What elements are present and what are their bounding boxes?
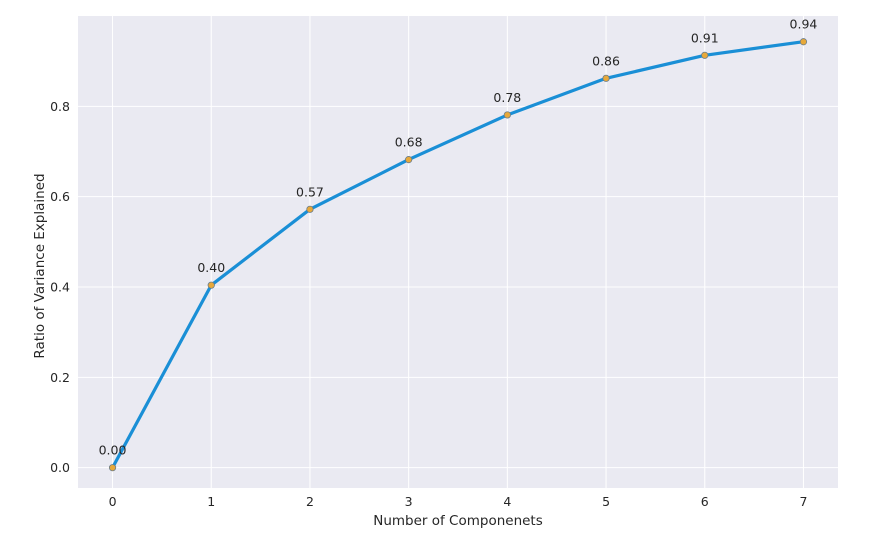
data-label: 0.91 — [691, 30, 719, 45]
data-point — [108, 464, 117, 472]
data-label: 0.78 — [493, 90, 521, 105]
series-line — [110, 40, 806, 470]
x-tick-label: 3 — [405, 494, 413, 509]
y-axis-label: Ratio of Variance Explained — [32, 173, 48, 358]
series — [108, 38, 808, 472]
x-tick-label: 7 — [799, 494, 807, 509]
y-axis-ticks: 0.0 0.2 0.4 0.6 0.8 — [50, 99, 70, 475]
data-point — [799, 38, 808, 46]
x-tick-label: 6 — [701, 494, 709, 509]
x-axis-ticks: 0 1 2 3 4 5 6 7 — [109, 494, 808, 509]
data-point — [602, 74, 610, 82]
grid — [78, 16, 838, 488]
data-label: 0.68 — [395, 135, 423, 150]
y-tick-label: 0.4 — [50, 280, 70, 295]
x-tick-label: 4 — [503, 494, 511, 509]
x-axis-label: Number of Componenets — [373, 513, 543, 529]
data-point — [207, 281, 215, 289]
data-label: 0.86 — [592, 53, 620, 68]
plot-area — [78, 16, 838, 488]
data-point — [701, 51, 709, 59]
data-point — [503, 111, 511, 119]
data-label: 0.57 — [296, 184, 324, 199]
y-tick-label: 0.8 — [50, 99, 70, 114]
x-tick-label: 1 — [207, 494, 215, 509]
data-point — [405, 156, 413, 164]
x-tick-label: 0 — [109, 494, 117, 509]
x-tick-label: 5 — [602, 494, 610, 509]
data-point — [306, 205, 314, 213]
data-labels: 0.00 0.40 0.57 0.68 0.78 0.86 0.91 0.94 — [99, 17, 818, 458]
watermark: https://blog.csdn.net/m0_46510245 — [618, 506, 822, 521]
y-tick-label: 0.6 — [50, 189, 70, 204]
data-label: 0.94 — [790, 17, 818, 32]
data-label: 0.00 — [99, 443, 127, 458]
y-tick-label: 0.0 — [50, 460, 70, 475]
data-label: 0.40 — [197, 260, 225, 275]
y-tick-label: 0.2 — [50, 370, 70, 385]
x-tick-label: 2 — [306, 494, 314, 509]
